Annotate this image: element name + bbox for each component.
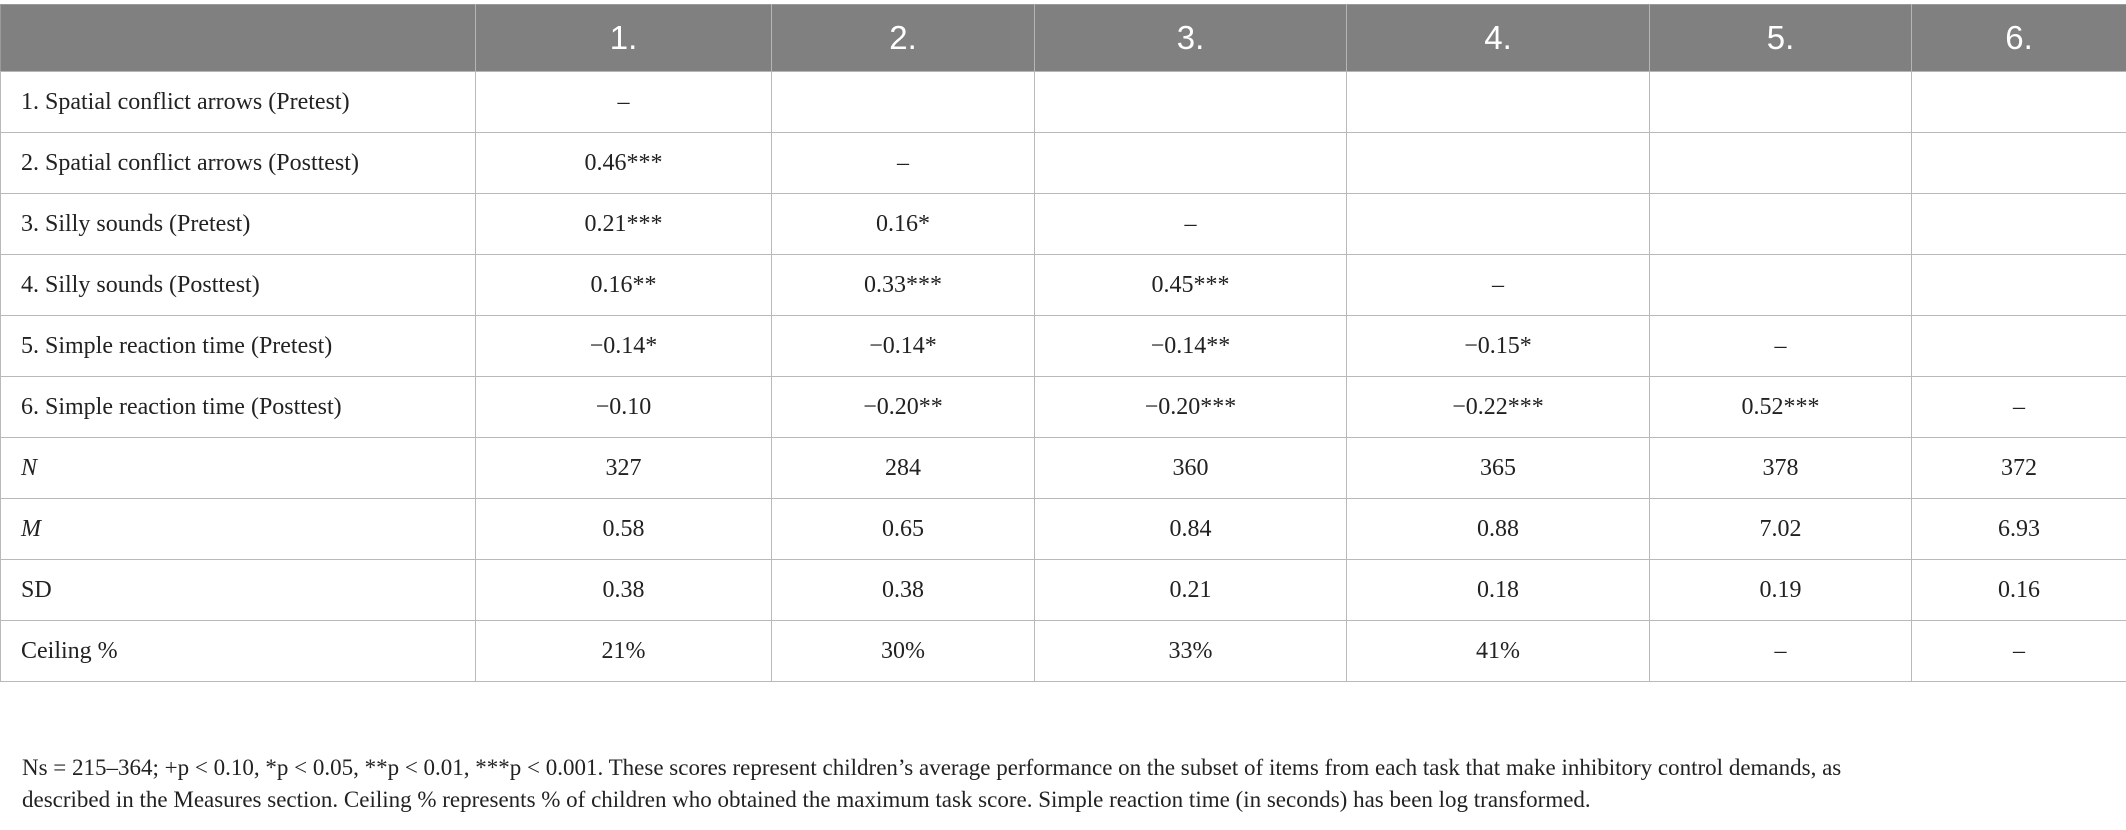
table-cell: −0.15* — [1346, 315, 1650, 377]
table-row: 4. Silly sounds (Posttest) 0.16** 0.33**… — [0, 254, 2126, 316]
table-cell: −0.14** — [1034, 315, 1347, 377]
table-cell — [1649, 254, 1912, 316]
correlation-table-container: 1. 2. 3. 4. 5. 6. 1. Spatial conflict ar… — [0, 4, 2126, 682]
table-cell: 0.88 — [1346, 498, 1650, 560]
table-cell: 30% — [771, 620, 1035, 682]
table-cell: – — [475, 71, 772, 133]
table-cell: – — [1649, 315, 1912, 377]
table-cell: 0.84 — [1034, 498, 1347, 560]
table-header: 1. 2. 3. 4. 5. 6. — [0, 4, 2126, 72]
row-label: M — [0, 498, 476, 560]
row-label: Ceiling % — [0, 620, 476, 682]
table-cell — [1034, 132, 1347, 194]
table-row: N 327 284 360 365 378 372 — [0, 437, 2126, 499]
table-cell — [1649, 132, 1912, 194]
table-cell: −0.10 — [475, 376, 772, 438]
table-footnote: Ns = 215–364; +p < 0.10, *p < 0.05, **p … — [22, 752, 2102, 816]
table-cell: – — [1911, 620, 2126, 682]
table-cell: −0.22*** — [1346, 376, 1650, 438]
correlation-table: 1. 2. 3. 4. 5. 6. 1. Spatial conflict ar… — [0, 4, 2126, 682]
column-header-1: 1. — [475, 4, 772, 72]
table-cell: −0.14* — [771, 315, 1035, 377]
table-cell: 360 — [1034, 437, 1347, 499]
table-cell: 284 — [771, 437, 1035, 499]
table-cell: 0.18 — [1346, 559, 1650, 621]
table-row: SD 0.38 0.38 0.21 0.18 0.19 0.16 — [0, 559, 2126, 621]
row-label: 1. Spatial conflict arrows (Pretest) — [0, 71, 476, 133]
table-cell: 7.02 — [1649, 498, 1912, 560]
table-cell: −0.20*** — [1034, 376, 1347, 438]
table-row: 6. Simple reaction time (Posttest) −0.10… — [0, 376, 2126, 438]
row-label: 2. Spatial conflict arrows (Posttest) — [0, 132, 476, 194]
table-cell: 0.19 — [1649, 559, 1912, 621]
table-cell: 0.21*** — [475, 193, 772, 255]
table-row: M 0.58 0.65 0.84 0.88 7.02 6.93 — [0, 498, 2126, 560]
header-row: 1. 2. 3. 4. 5. 6. — [0, 4, 2126, 72]
table-row: Ceiling % 21% 30% 33% 41% – – — [0, 620, 2126, 682]
table-cell: 6.93 — [1911, 498, 2126, 560]
table-row: 3. Silly sounds (Pretest) 0.21*** 0.16* … — [0, 193, 2126, 255]
row-label: 3. Silly sounds (Pretest) — [0, 193, 476, 255]
table-cell: 327 — [475, 437, 772, 499]
table-cell — [1346, 132, 1650, 194]
table-cell: – — [1911, 376, 2126, 438]
table-cell: – — [1649, 620, 1912, 682]
table-cell: 0.38 — [771, 559, 1035, 621]
table-cell: – — [1034, 193, 1347, 255]
table-cell: 0.16 — [1911, 559, 2126, 621]
table-cell: 0.46*** — [475, 132, 772, 194]
table-cell — [1649, 71, 1912, 133]
header-corner-cell — [0, 4, 476, 72]
table-cell: 41% — [1346, 620, 1650, 682]
column-header-4: 4. — [1346, 4, 1650, 72]
row-label: SD — [0, 559, 476, 621]
row-label: 4. Silly sounds (Posttest) — [0, 254, 476, 316]
table-cell: 0.58 — [475, 498, 772, 560]
table-cell: 0.33*** — [771, 254, 1035, 316]
table-cell — [1911, 315, 2126, 377]
table-cell — [1911, 71, 2126, 133]
table-cell: 0.38 — [475, 559, 772, 621]
table-cell: 0.65 — [771, 498, 1035, 560]
table-cell — [1911, 132, 2126, 194]
table-cell: −0.14* — [475, 315, 772, 377]
table-cell: 0.16* — [771, 193, 1035, 255]
table-cell: – — [1346, 254, 1650, 316]
table-cell — [1346, 71, 1650, 133]
table-cell: 0.52*** — [1649, 376, 1912, 438]
table-cell — [1911, 254, 2126, 316]
table-cell — [1346, 193, 1650, 255]
row-label: 5. Simple reaction time (Pretest) — [0, 315, 476, 377]
table-body: 1. Spatial conflict arrows (Pretest) – 2… — [0, 71, 2126, 682]
column-header-3: 3. — [1034, 4, 1347, 72]
footnote-line: described in the Measures section. Ceili… — [22, 787, 1591, 812]
table-cell: −0.20** — [771, 376, 1035, 438]
row-label: N — [0, 437, 476, 499]
column-header-6: 6. — [1911, 4, 2126, 72]
table-cell: 0.21 — [1034, 559, 1347, 621]
table-cell: 378 — [1649, 437, 1912, 499]
table-cell: 0.45*** — [1034, 254, 1347, 316]
table-row: 5. Simple reaction time (Pretest) −0.14*… — [0, 315, 2126, 377]
column-header-5: 5. — [1649, 4, 1912, 72]
footnote-line: Ns = 215–364; +p < 0.10, *p < 0.05, **p … — [22, 755, 1842, 780]
row-label: 6. Simple reaction time (Posttest) — [0, 376, 476, 438]
table-cell: 0.16** — [475, 254, 772, 316]
column-header-2: 2. — [771, 4, 1035, 72]
table-cell: 372 — [1911, 437, 2126, 499]
table-cell — [771, 71, 1035, 133]
table-cell — [1649, 193, 1912, 255]
table-cell: – — [771, 132, 1035, 194]
table-cell: 21% — [475, 620, 772, 682]
table-cell — [1034, 71, 1347, 133]
table-cell: 365 — [1346, 437, 1650, 499]
table-cell — [1911, 193, 2126, 255]
table-row: 2. Spatial conflict arrows (Posttest) 0.… — [0, 132, 2126, 194]
table-cell: 33% — [1034, 620, 1347, 682]
table-row: 1. Spatial conflict arrows (Pretest) – — [0, 71, 2126, 133]
